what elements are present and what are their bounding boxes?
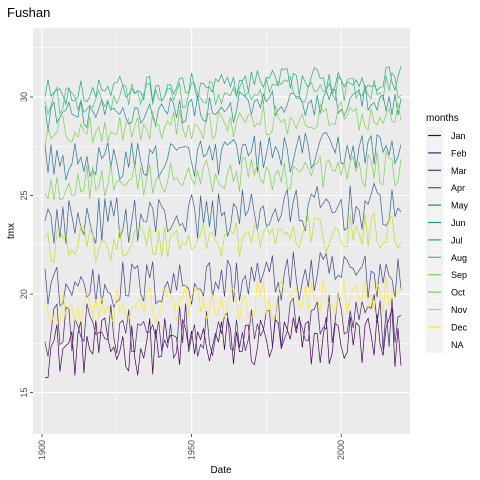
y-tick-label: 25 [19, 191, 29, 201]
grid [33, 28, 410, 434]
y-axis-ticks: 15 20 25 30 [19, 92, 33, 398]
legend-title: months [426, 113, 459, 124]
chart-title: Fushan [7, 5, 50, 20]
series-line-jun [44, 84, 402, 132]
legend-label-apr: Apr [451, 183, 465, 193]
y-axis-label: tmx [6, 223, 17, 239]
series-line-aug [44, 71, 402, 115]
x-tick-label: 1900 [37, 440, 47, 460]
series-line-dec [44, 277, 402, 325]
legend-label-dec: Dec [451, 322, 468, 332]
y-tick-label: 15 [19, 388, 29, 398]
series-line-may [44, 131, 402, 181]
legend-label-jul: Jul [451, 235, 463, 245]
legend-label-jan: Jan [451, 131, 466, 141]
legend-label-na: NA [451, 340, 464, 350]
x-axis-label: Date [210, 465, 232, 476]
series-line-feb [44, 293, 402, 360]
x-tick-label: 1950 [187, 440, 197, 460]
series-line-jan [44, 308, 402, 379]
series-line-oct [44, 151, 402, 201]
series-line-nov [44, 212, 402, 264]
series-line-apr [44, 182, 402, 244]
x-tick-label: 2000 [336, 440, 346, 460]
legend-label-mar: Mar [451, 166, 467, 176]
legend-key [426, 335, 443, 353]
series-lines [44, 66, 402, 379]
legend-label-jun: Jun [451, 218, 466, 228]
legend: Jan Feb Mar Apr May Jun Jul Aug Sep Oct Nov Dec NA [426, 127, 469, 353]
series-line-mar [44, 251, 402, 309]
legend-label-oct: Oct [451, 288, 466, 298]
y-tick-label: 20 [19, 289, 29, 299]
series-line-jul [44, 66, 402, 106]
y-tick-label: 30 [19, 92, 29, 102]
legend-label-aug: Aug [451, 253, 467, 263]
legend-label-feb: Feb [451, 148, 467, 158]
legend-label-sep: Sep [451, 270, 467, 280]
legend-label-may: May [451, 201, 469, 211]
series-line-sep [44, 100, 402, 146]
x-axis-ticks: 1900 1950 2000 [37, 434, 346, 460]
legend-label-nov: Nov [451, 305, 468, 315]
